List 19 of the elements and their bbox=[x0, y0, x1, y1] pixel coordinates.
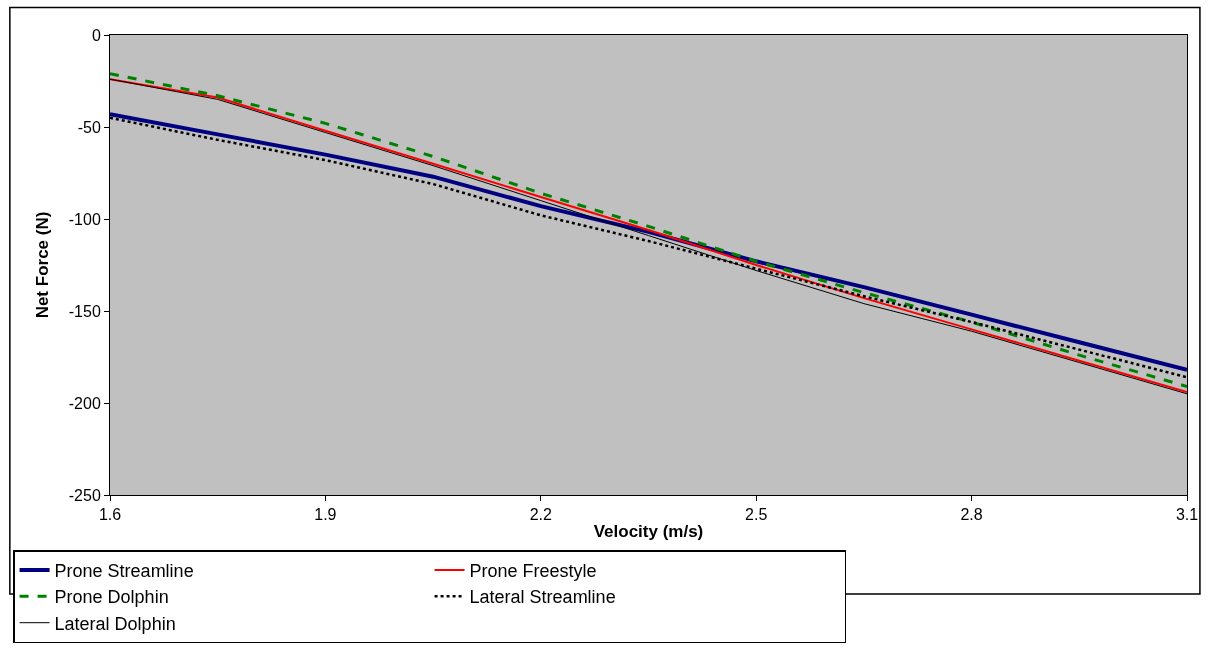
legend-label: Prone Streamline bbox=[54, 560, 194, 581]
legend-label: Prone Dolphin bbox=[54, 587, 169, 608]
x-tick-label: 2.2 bbox=[529, 506, 553, 524]
legend-label: Prone Freestyle bbox=[469, 560, 597, 581]
y-tick-label: -250 bbox=[68, 486, 101, 504]
x-axis-title: Velocity (m/s) bbox=[593, 521, 704, 541]
y-axis-title: Net Force (N) bbox=[33, 211, 53, 319]
x-tick-label: 2.5 bbox=[745, 506, 768, 524]
y-tick-label: -50 bbox=[77, 118, 101, 136]
x-tick-label: 1.9 bbox=[314, 506, 337, 524]
y-tick-label: -100 bbox=[68, 210, 101, 228]
legend-label: Lateral Dolphin bbox=[54, 613, 176, 634]
y-tick-label: -200 bbox=[68, 394, 101, 412]
x-tick-label: 1.6 bbox=[98, 506, 122, 524]
y-tick-label: 0 bbox=[91, 26, 101, 44]
x-tick-label: 3.1 bbox=[1175, 506, 1199, 524]
y-tick-label: -150 bbox=[68, 302, 101, 320]
legend-label: Lateral Streamline bbox=[469, 587, 616, 608]
x-tick-label: 2.8 bbox=[960, 506, 983, 524]
